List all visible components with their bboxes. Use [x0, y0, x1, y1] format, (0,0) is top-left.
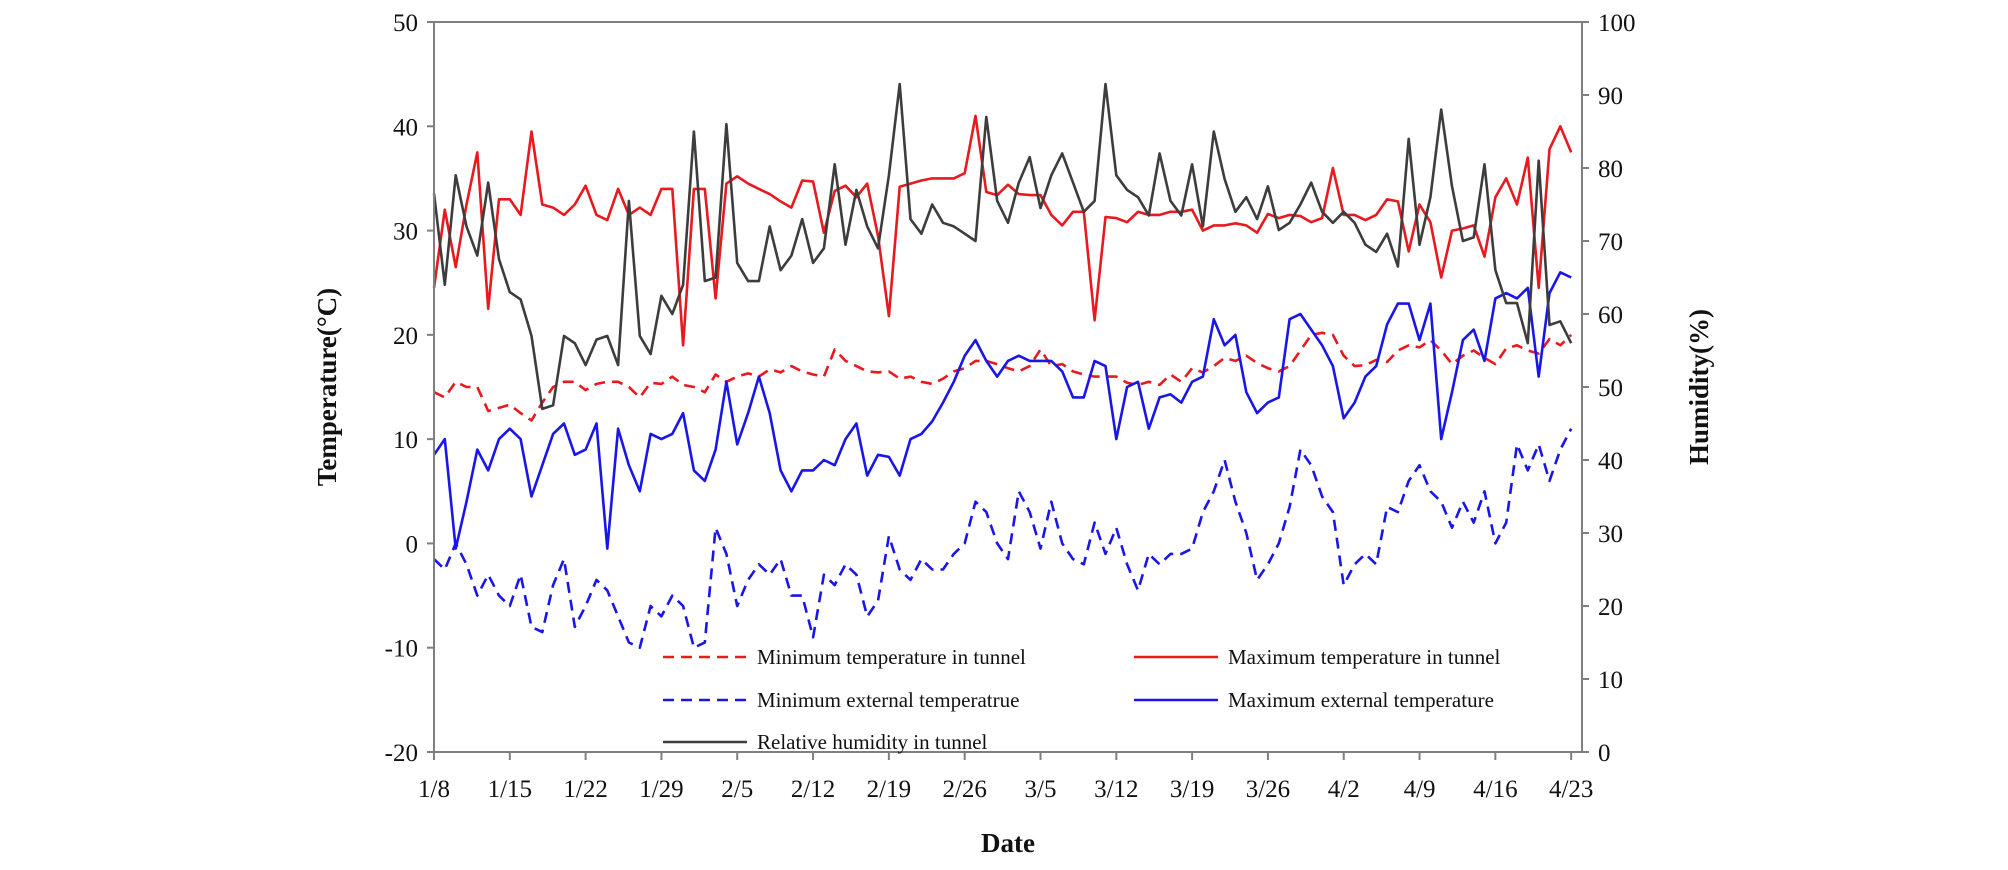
x-tick-label: 2/26 [942, 776, 986, 803]
x-tick-label: 4/2 [1328, 776, 1360, 803]
legend: Minimum temperature in tunnel Maximum tem… [663, 645, 1501, 754]
x-tick-label: 2/5 [721, 776, 753, 803]
legend-label-3: Minimum external temperatrue [757, 688, 1019, 712]
y-right-tick-label: 70 [1598, 229, 1623, 256]
y-right-tick-label: 90 [1598, 83, 1623, 110]
y-left-tick-label: 20 [393, 323, 418, 350]
x-tick-label: 1/22 [563, 776, 607, 803]
x-axis-title: Date [981, 828, 1035, 858]
axes-layer [433, 21, 1583, 753]
legend-label-1: Minimum temperature in tunnel [757, 645, 1026, 669]
y-right-tick-label: 40 [1598, 448, 1623, 475]
y-left-tick-label: 50 [393, 10, 418, 37]
series-line-2 [432, 114, 1573, 347]
y-right-tick-label: 20 [1598, 594, 1623, 621]
x-tick-label: 1/29 [639, 776, 683, 803]
series-line-1 [433, 331, 1573, 422]
x-tick-label: 3/5 [1025, 776, 1057, 803]
y-left-tick-label: 30 [393, 219, 418, 246]
y-axis-left-title: Temperature(°C) [312, 288, 342, 486]
y-left-tick-label: 10 [393, 427, 418, 454]
x-tick-label: 2/12 [791, 776, 835, 803]
series-line-3 [433, 428, 1573, 650]
y-right-tick-label: 10 [1598, 667, 1623, 694]
x-tick-label: 2/19 [867, 776, 911, 803]
x-tick-label: 4/16 [1473, 776, 1517, 803]
x-tick-label: 4/23 [1549, 776, 1593, 803]
y-right-tick-label: 30 [1598, 521, 1623, 548]
series-line-4 [432, 270, 1572, 550]
y-right-tick-label: 80 [1598, 156, 1623, 183]
legend-label-4: Maximum external temperature [1228, 688, 1494, 712]
x-tick-label: 3/26 [1246, 776, 1290, 803]
x-tick-label: 3/19 [1170, 776, 1214, 803]
legend-label-2: Maximum temperature in tunnel [1228, 645, 1501, 669]
ticks-layer: -20 -10 0 10 20 30 40 50 0 10 20 30 40 50 60 70 80 90 100 1… [385, 10, 1636, 803]
y-axis-right-title: Humidity(%) [1684, 309, 1714, 465]
y-right-tick-label: 50 [1598, 375, 1623, 402]
y-right-tick-label: 100 [1598, 10, 1636, 37]
y-right-tick-label: 0 [1598, 740, 1611, 767]
legend-label-5: Relative humidity in tunnel [757, 730, 988, 754]
x-tick-label: 1/8 [418, 776, 450, 803]
series-layer [432, 82, 1573, 650]
x-tick-label: 3/12 [1094, 776, 1138, 803]
y-left-tick-label: -20 [385, 740, 418, 767]
y-left-tick-label: 0 [406, 531, 419, 558]
y-right-tick-label: 60 [1598, 302, 1623, 329]
x-tick-label: 4/9 [1404, 776, 1436, 803]
y-left-tick-label: -10 [385, 636, 418, 663]
x-tick-label: 1/15 [488, 776, 532, 803]
y-left-tick-label: 40 [393, 114, 418, 141]
series-line-5 [432, 82, 1573, 411]
